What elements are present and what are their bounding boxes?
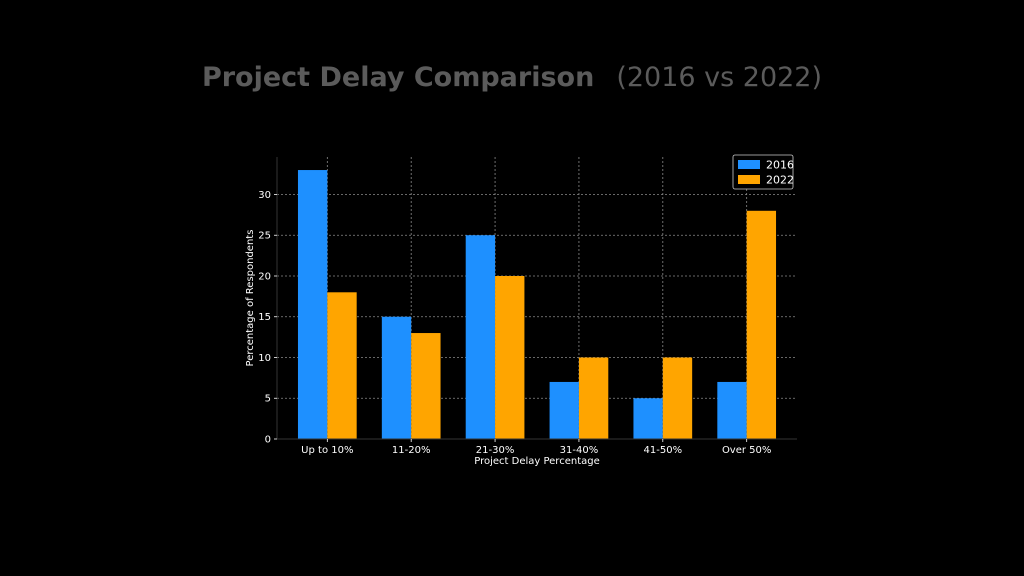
- y-ticks: 0 5 10 15 20 25 30: [258, 190, 277, 446]
- x-tick-label: 41-50%: [644, 445, 683, 456]
- legend-swatch-2022: [738, 175, 760, 184]
- chart-title: Project Delay Comparison: [201, 62, 595, 93]
- chart-title-block: Project Delay Comparison (2016 vs 2022): [200, 58, 824, 98]
- y-tick-label: 20: [258, 271, 271, 282]
- bar-2022: [662, 357, 693, 439]
- bar-2022: [578, 357, 609, 439]
- y-tick-label: 25: [258, 231, 271, 242]
- y-tick-label: 0: [265, 435, 271, 446]
- x-tick-label: Up to 10%: [301, 445, 353, 456]
- y-tick-label: 5: [265, 394, 271, 405]
- bar-2016: [381, 316, 412, 439]
- legend-label-2022: 2022: [766, 174, 794, 187]
- bar-2022: [746, 210, 777, 439]
- y-axis-label: Percentage of Respondents: [245, 230, 256, 367]
- bar-2016: [297, 170, 328, 439]
- bar-2016: [465, 235, 496, 439]
- x-tick-label: 11-20%: [392, 445, 431, 456]
- bar-2022: [495, 275, 525, 439]
- axes: [276, 157, 797, 440]
- bar-2022: [411, 333, 441, 439]
- x-tick-label: 31-40%: [560, 445, 599, 456]
- bar-2022: [327, 292, 357, 439]
- y-tick-label: 30: [258, 190, 271, 201]
- x-tick-label: 21-30%: [476, 445, 515, 456]
- legend: 2016 2022: [732, 154, 794, 190]
- x-axis-label: Project Delay Percentage: [474, 456, 600, 467]
- bar-2016: [633, 398, 663, 439]
- bar-2016: [717, 381, 747, 439]
- y-tick-label: 15: [258, 312, 271, 323]
- bars: [297, 170, 777, 439]
- y-tick-label: 10: [258, 353, 271, 364]
- bar-2016: [549, 381, 579, 439]
- x-tick-label: Over 50%: [722, 445, 771, 456]
- legend-label-2016: 2016: [766, 159, 794, 172]
- x-ticks: Up to 10% 11-20% 21-30% 31-40% 41-50% Over 50…: [301, 439, 771, 456]
- chart-subtitle: (2016 vs 2022): [616, 62, 823, 93]
- legend-swatch-2016: [738, 160, 760, 169]
